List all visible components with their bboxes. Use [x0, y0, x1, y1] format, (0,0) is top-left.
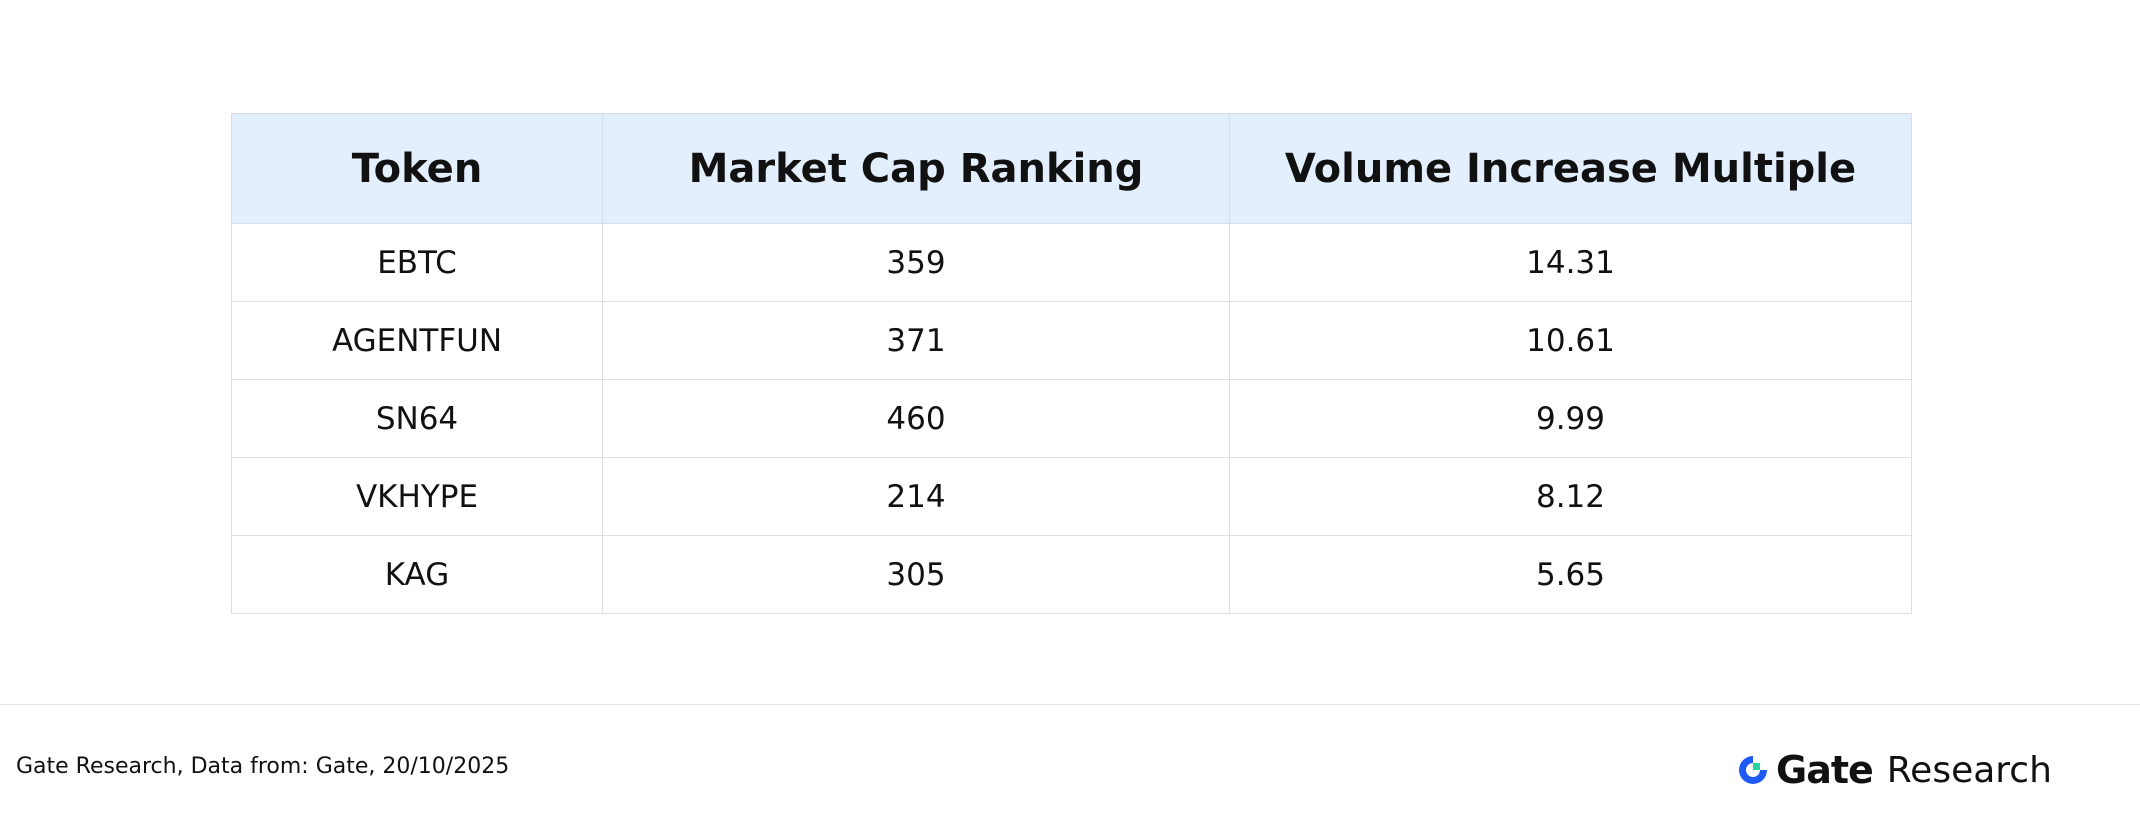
table-cell: 9.99	[1229, 379, 1912, 458]
table-cell: 10.61	[1229, 301, 1912, 380]
logo-brand: Gate	[1776, 748, 1874, 792]
table-row: KAG 305 5.65	[231, 535, 1912, 614]
table-row: EBTC 359 14.31	[231, 223, 1912, 302]
source-note: Gate Research, Data from: Gate, 20/10/20…	[16, 754, 510, 779]
table-cell: 305	[602, 535, 1230, 614]
table-row: SN64 460 9.99	[231, 379, 1912, 458]
header-row: Token Market Cap Ranking Volume Increase M…	[231, 113, 1912, 224]
table-row: VKHYPE 214 8.12	[231, 457, 1912, 536]
table-cell: 8.12	[1229, 457, 1912, 536]
table-cell: KAG	[231, 535, 603, 614]
table-cell: 14.31	[1229, 223, 1912, 302]
table-cell: 359	[602, 223, 1230, 302]
column-header: Market Cap Ranking	[602, 113, 1230, 224]
table-cell: EBTC	[231, 223, 603, 302]
table-cell: 5.65	[1229, 535, 1912, 614]
column-header: Volume Increase Multiple	[1229, 113, 1912, 224]
logo-icon	[1739, 756, 1767, 784]
divider	[0, 704, 2140, 705]
logo: Gate Research	[1736, 748, 2052, 792]
table-cell: 214	[602, 457, 1230, 536]
table-cell: 460	[602, 379, 1230, 458]
logo-suffix: Research	[1886, 749, 2052, 791]
data-table: Token Market Cap Ranking Volume Increase M…	[231, 113, 1912, 614]
table-cell: SN64	[231, 379, 603, 458]
table-cell: AGENTFUN	[231, 301, 603, 380]
table-cell: 371	[602, 301, 1230, 380]
table-body: EBTC 359 14.31 AGENTFUN 371 10.61 SN64 460 9.99 V…	[231, 223, 1912, 614]
table-row: AGENTFUN 371 10.61	[231, 301, 1912, 380]
column-header: Token	[231, 113, 603, 224]
table-cell: VKHYPE	[231, 457, 603, 536]
